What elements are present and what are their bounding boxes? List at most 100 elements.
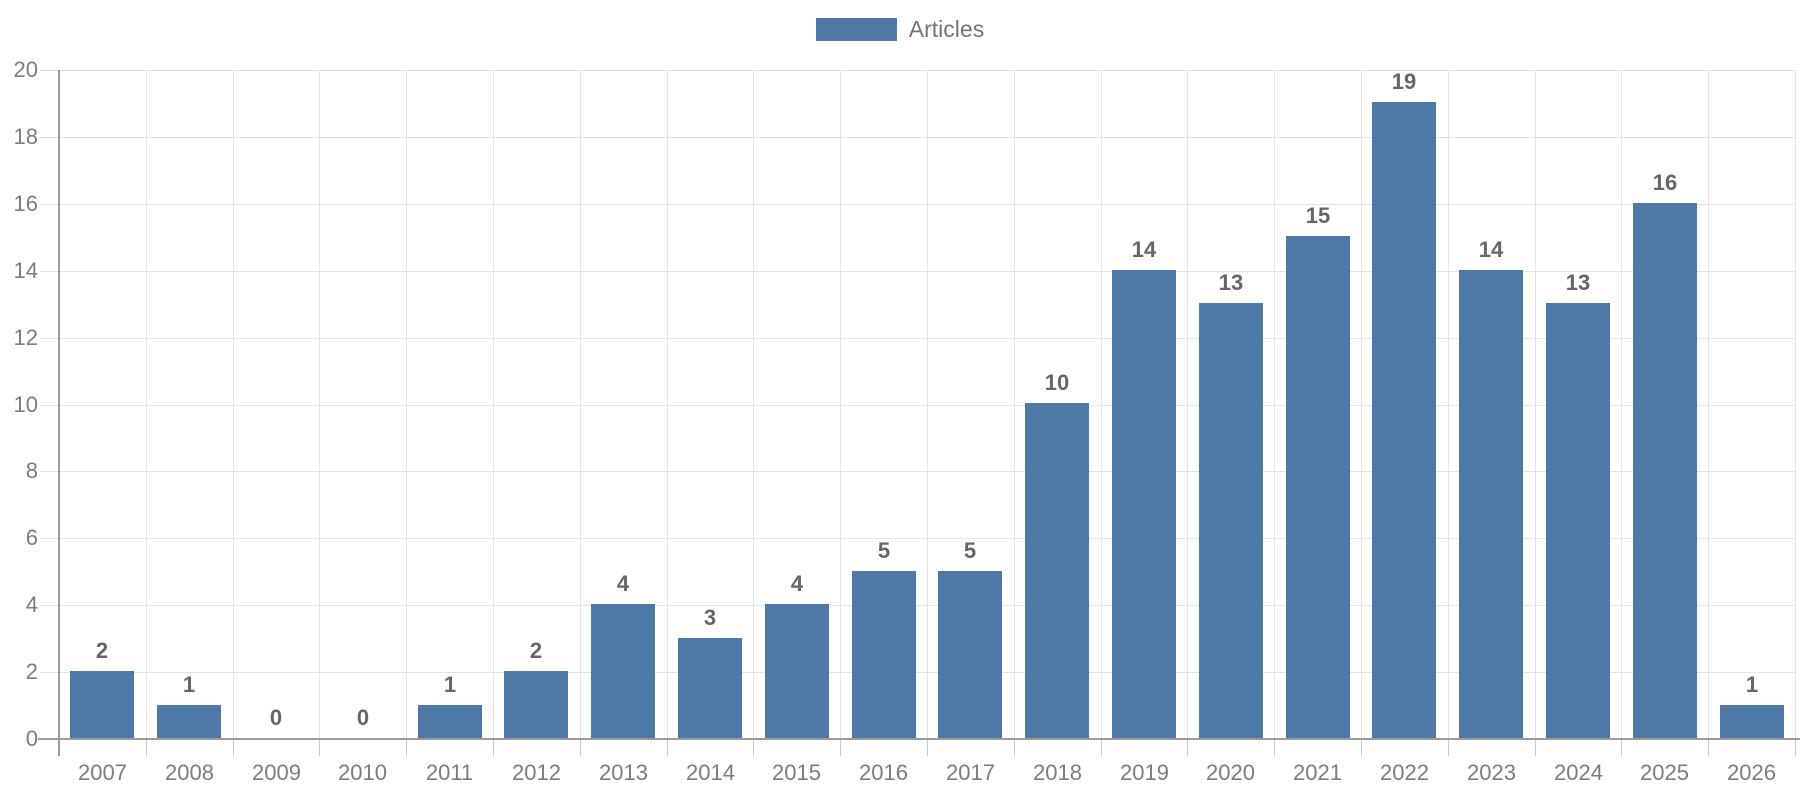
x-axis-label: 2009 bbox=[252, 760, 301, 785]
x-axis-tick bbox=[406, 739, 407, 756]
bar-value-label: 15 bbox=[1305, 203, 1331, 228]
gridline-vertical bbox=[580, 70, 581, 739]
x-axis-label: 2023 bbox=[1467, 760, 1516, 785]
x-axis-label: 2012 bbox=[512, 760, 561, 785]
x-axis-tick bbox=[1795, 739, 1796, 756]
bar-value-label: 19 bbox=[1391, 69, 1417, 94]
legend-item-articles[interactable]: Articles bbox=[0, 16, 1800, 42]
gridline-vertical bbox=[840, 70, 841, 739]
x-axis-tick bbox=[580, 739, 581, 756]
y-axis-line bbox=[58, 70, 60, 756]
bar-2015[interactable] bbox=[765, 604, 829, 738]
x-axis-label: 2018 bbox=[1033, 760, 1082, 785]
x-axis-tick bbox=[1621, 739, 1622, 756]
gridline-horizontal bbox=[40, 271, 1795, 272]
y-axis-label: 14 bbox=[13, 258, 38, 283]
bar-2007[interactable] bbox=[70, 671, 134, 738]
x-axis-label: 2013 bbox=[599, 760, 648, 785]
bar-value-label: 2 bbox=[95, 638, 109, 663]
bar-2025[interactable] bbox=[1633, 203, 1697, 738]
x-axis-label: 2015 bbox=[772, 760, 821, 785]
bar-2021[interactable] bbox=[1286, 236, 1350, 738]
x-axis-label: 2020 bbox=[1206, 760, 1255, 785]
bar-value-label: 0 bbox=[269, 705, 283, 730]
gridline-horizontal bbox=[40, 338, 1795, 339]
gridline-horizontal bbox=[40, 70, 1795, 71]
gridline-horizontal bbox=[40, 605, 1795, 606]
x-axis-tick bbox=[1101, 739, 1102, 756]
x-axis-label: 2019 bbox=[1120, 760, 1169, 785]
legend-label: Articles bbox=[908, 15, 985, 42]
y-axis-label: 2 bbox=[25, 659, 38, 684]
gridline-horizontal bbox=[40, 471, 1795, 472]
legend-swatch-icon bbox=[815, 17, 897, 41]
bar-value-label: 4 bbox=[616, 571, 630, 596]
bar-2020[interactable] bbox=[1199, 303, 1263, 738]
bar-2014[interactable] bbox=[678, 638, 742, 738]
gridline-vertical bbox=[493, 70, 494, 739]
gridline-vertical bbox=[1535, 70, 1536, 739]
x-axis-label: 2011 bbox=[425, 760, 474, 785]
bar-value-label: 2 bbox=[529, 638, 543, 663]
x-axis-tick bbox=[1448, 739, 1449, 756]
gridline-vertical bbox=[233, 70, 234, 739]
gridline-vertical bbox=[406, 70, 407, 739]
x-axis-tick bbox=[1274, 739, 1275, 756]
x-axis-tick bbox=[1187, 739, 1188, 756]
gridline-vertical bbox=[1274, 70, 1275, 739]
bar-2023[interactable] bbox=[1459, 270, 1523, 738]
x-axis-tick bbox=[146, 739, 147, 756]
bar-2013[interactable] bbox=[591, 604, 655, 738]
bar-value-label: 1 bbox=[443, 672, 457, 697]
y-axis-label: 0 bbox=[25, 726, 38, 751]
bar-2017[interactable] bbox=[938, 571, 1002, 738]
bar-value-label: 13 bbox=[1218, 270, 1244, 295]
y-axis-label: 16 bbox=[13, 191, 38, 216]
x-axis-label: 2026 bbox=[1727, 760, 1776, 785]
x-axis-tick bbox=[1535, 739, 1536, 756]
bar-2008[interactable] bbox=[157, 705, 221, 738]
x-axis-tick bbox=[840, 739, 841, 756]
y-axis-label: 4 bbox=[25, 592, 38, 617]
gridline-vertical bbox=[753, 70, 754, 739]
bar-value-label: 14 bbox=[1131, 237, 1157, 262]
bar-value-label: 0 bbox=[356, 705, 370, 730]
gridline-vertical bbox=[1187, 70, 1188, 739]
x-axis-tick bbox=[1361, 739, 1362, 756]
x-axis-label: 2021 bbox=[1293, 760, 1342, 785]
bar-2018[interactable] bbox=[1025, 403, 1089, 738]
gridline-horizontal bbox=[40, 538, 1795, 539]
bar-value-label: 16 bbox=[1652, 170, 1678, 195]
bar-value-label: 5 bbox=[877, 538, 891, 563]
gridline-vertical bbox=[1795, 70, 1796, 739]
x-axis-tick bbox=[493, 739, 494, 756]
gridline-vertical bbox=[1361, 70, 1362, 739]
y-axis-label: 6 bbox=[25, 525, 38, 550]
x-axis-label: 2022 bbox=[1380, 760, 1429, 785]
gridline-vertical bbox=[1014, 70, 1015, 739]
bar-2011[interactable] bbox=[418, 705, 482, 738]
bar-value-label: 13 bbox=[1565, 270, 1591, 295]
gridline-vertical bbox=[146, 70, 147, 739]
bar-2026[interactable] bbox=[1720, 705, 1784, 738]
gridline-vertical bbox=[1101, 70, 1102, 739]
y-axis-label: 10 bbox=[13, 392, 38, 417]
bar-value-label: 10 bbox=[1044, 370, 1070, 395]
bar-2022[interactable] bbox=[1372, 102, 1436, 738]
x-axis-tick bbox=[1014, 739, 1015, 756]
bar-2024[interactable] bbox=[1546, 303, 1610, 738]
y-axis-label: 20 bbox=[13, 57, 38, 82]
bar-2016[interactable] bbox=[852, 571, 916, 738]
bar-2012[interactable] bbox=[504, 671, 568, 738]
x-axis-tick bbox=[1708, 739, 1709, 756]
y-axis-label: 12 bbox=[13, 325, 38, 350]
y-axis-label: 18 bbox=[13, 124, 38, 149]
bar-2019[interactable] bbox=[1112, 270, 1176, 738]
gridline-horizontal bbox=[40, 405, 1795, 406]
x-axis-tick bbox=[927, 739, 928, 756]
bar-value-label: 1 bbox=[1745, 672, 1759, 697]
gridline-vertical bbox=[927, 70, 928, 739]
x-axis-label: 2008 bbox=[165, 760, 214, 785]
y-axis-label: 8 bbox=[25, 458, 38, 483]
